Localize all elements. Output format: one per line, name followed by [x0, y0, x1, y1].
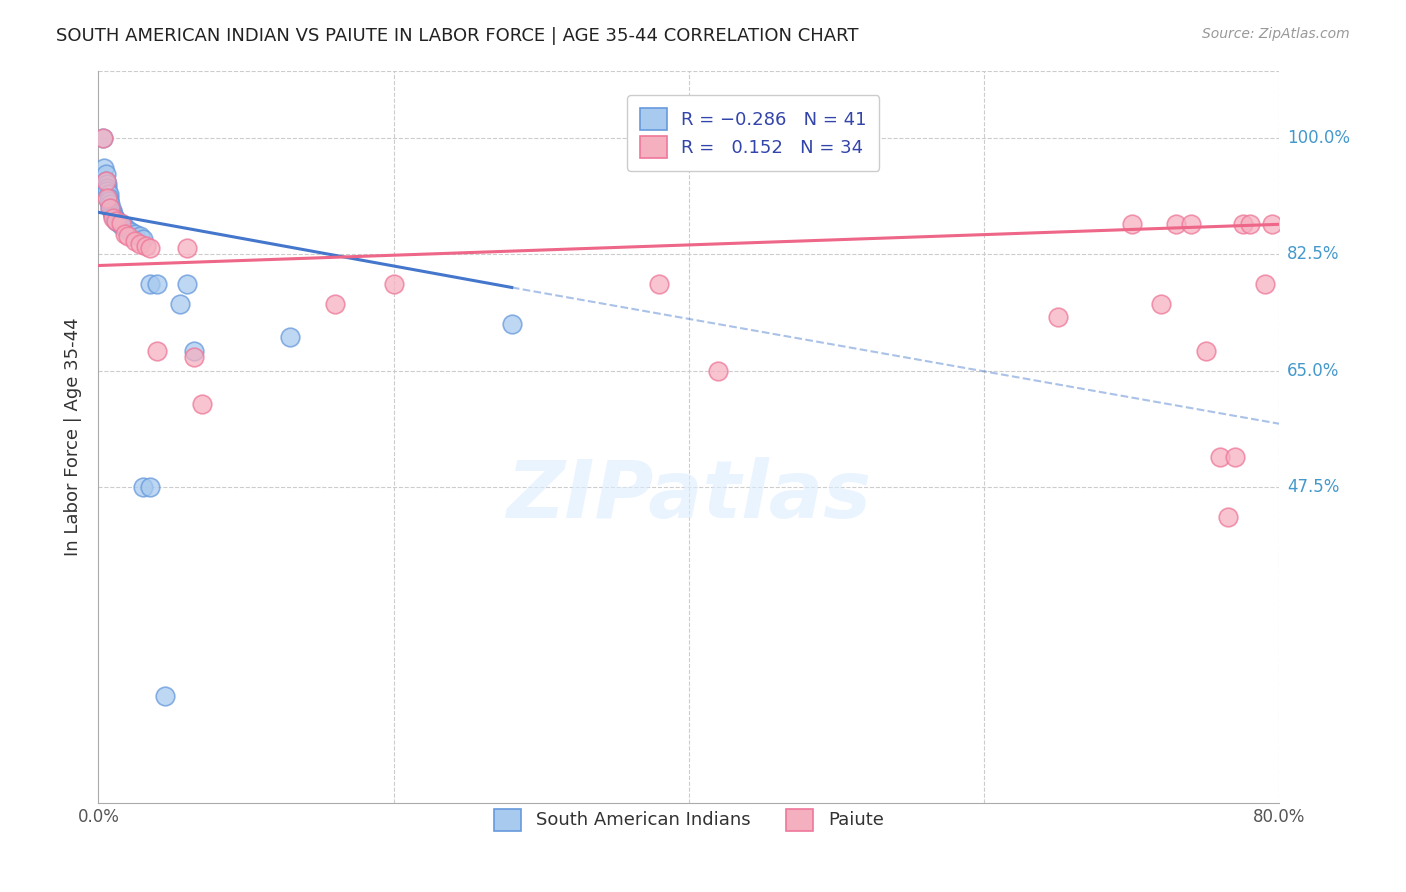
Point	[280, 330, 302, 344]
Point	[117, 222, 139, 236]
Point	[97, 191, 120, 205]
Point	[108, 216, 131, 230]
Point	[1166, 217, 1188, 231]
Point	[97, 194, 120, 208]
Point	[153, 690, 176, 704]
Point	[111, 219, 134, 233]
Point	[1150, 297, 1173, 311]
Text: 47.5%: 47.5%	[1286, 478, 1340, 496]
Point	[104, 211, 127, 226]
Point	[382, 277, 405, 292]
Point	[96, 180, 118, 194]
Point	[132, 480, 155, 494]
Point	[110, 216, 132, 230]
Point	[96, 184, 118, 198]
Point	[98, 197, 121, 211]
Point	[1209, 450, 1232, 464]
Point	[1254, 277, 1277, 292]
Point	[105, 214, 128, 228]
Point	[1195, 343, 1218, 358]
Point	[94, 174, 117, 188]
Point	[100, 202, 122, 217]
Point	[169, 297, 191, 311]
Point	[132, 232, 155, 246]
Point	[96, 191, 118, 205]
Point	[107, 215, 129, 229]
Point	[176, 277, 198, 292]
Point	[1180, 217, 1202, 231]
Legend: South American Indians, Paiute: South American Indians, Paiute	[479, 794, 898, 845]
Text: 82.5%: 82.5%	[1286, 245, 1340, 263]
Point	[110, 217, 132, 231]
Point	[707, 363, 730, 377]
Point	[139, 241, 162, 255]
Point	[103, 211, 125, 225]
Point	[98, 201, 121, 215]
Point	[112, 219, 135, 234]
Y-axis label: In Labor Force | Age 35-44: In Labor Force | Age 35-44	[63, 318, 82, 557]
Point	[146, 343, 169, 358]
Point	[104, 211, 127, 225]
Point	[94, 168, 117, 182]
Point	[91, 131, 114, 145]
Point	[1046, 310, 1070, 325]
Point	[1121, 217, 1143, 231]
Point	[501, 317, 523, 331]
Point	[97, 187, 120, 202]
Point	[124, 234, 146, 248]
Point	[96, 178, 118, 192]
Text: SOUTH AMERICAN INDIAN VS PAIUTE IN LABOR FORCE | AGE 35-44 CORRELATION CHART: SOUTH AMERICAN INDIAN VS PAIUTE IN LABOR…	[56, 27, 859, 45]
Point	[128, 229, 150, 244]
Point	[139, 480, 162, 494]
Point	[105, 214, 128, 228]
Point	[1232, 217, 1254, 231]
Point	[1225, 450, 1247, 464]
Point	[103, 207, 125, 221]
Text: Source: ZipAtlas.com: Source: ZipAtlas.com	[1202, 27, 1350, 41]
Point	[117, 229, 139, 244]
Text: ZIPatlas: ZIPatlas	[506, 457, 872, 534]
Point	[105, 213, 128, 227]
Point	[648, 277, 671, 292]
Point	[176, 241, 198, 255]
Point	[124, 227, 146, 242]
Point	[1261, 217, 1284, 231]
Point	[114, 220, 136, 235]
Point	[139, 277, 162, 292]
Point	[183, 343, 205, 358]
Text: 100.0%: 100.0%	[1286, 128, 1350, 147]
Point	[146, 277, 169, 292]
Point	[135, 238, 157, 252]
Point	[91, 131, 114, 145]
Point	[323, 297, 346, 311]
Point	[114, 227, 136, 242]
Point	[1239, 217, 1261, 231]
Point	[94, 174, 117, 188]
Point	[120, 225, 142, 239]
Point	[191, 397, 214, 411]
Point	[98, 201, 121, 215]
Point	[93, 161, 115, 175]
Point	[1216, 509, 1239, 524]
Point	[128, 237, 150, 252]
Point	[183, 351, 205, 365]
Point	[100, 205, 122, 219]
Text: 65.0%: 65.0%	[1286, 361, 1340, 380]
Point	[103, 209, 125, 223]
